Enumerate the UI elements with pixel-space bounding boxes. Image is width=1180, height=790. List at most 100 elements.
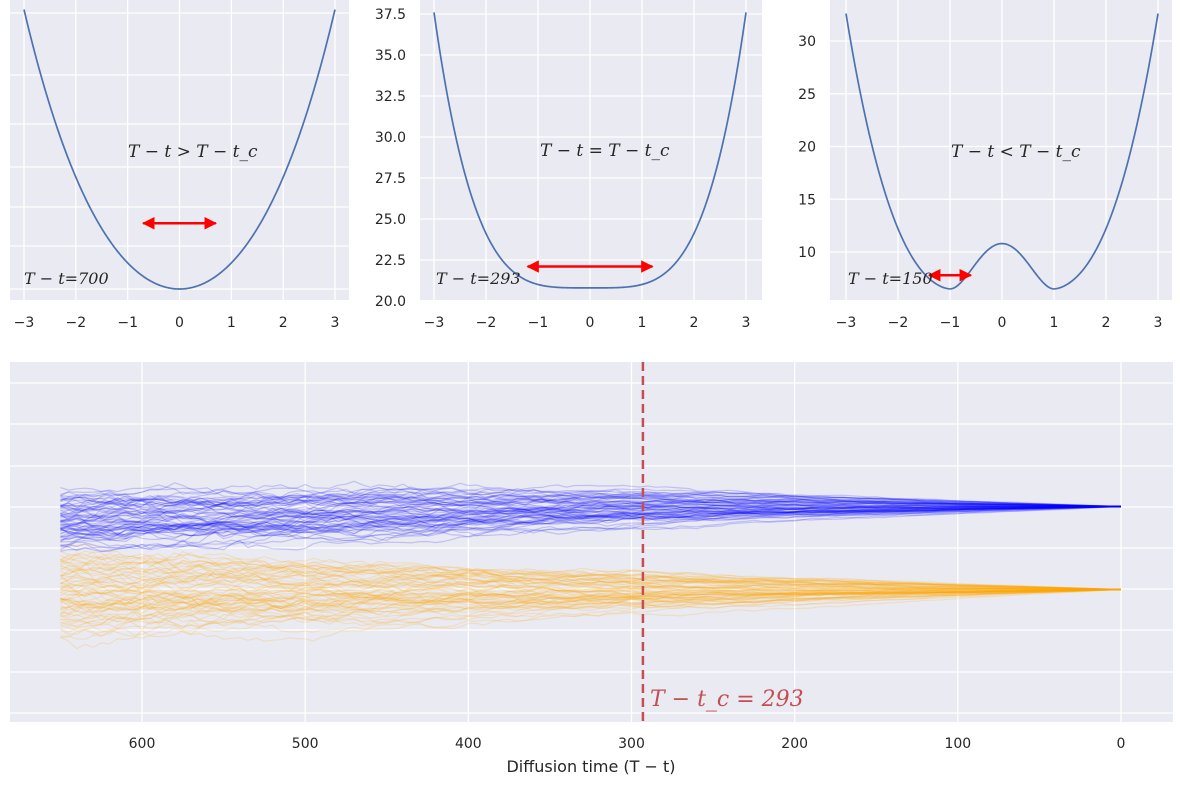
x-tick-label: −3	[836, 315, 857, 331]
trajectory-path	[60, 505, 1121, 525]
trajectory-path	[60, 505, 1122, 532]
trajectory-path	[60, 584, 1121, 602]
trajectory-path	[60, 494, 1122, 514]
trajectory-path	[60, 505, 1122, 537]
trajectory-path	[60, 573, 1122, 591]
x-tick-label: −3	[14, 315, 35, 331]
trajectory-path	[60, 581, 1121, 605]
trajectory-path	[60, 505, 1122, 553]
trajectory-path	[60, 572, 1122, 591]
trajectory-path	[60, 499, 1122, 519]
trajectory-path	[60, 588, 1122, 608]
trajectory-path	[59, 588, 1122, 621]
trajectory-path	[60, 502, 1121, 525]
trajectory-path	[60, 505, 1122, 532]
trajectory-path	[60, 500, 1122, 515]
time-annotation-1: T − t=700	[24, 269, 109, 288]
trajectory-path	[60, 504, 1121, 532]
trajectory-path	[60, 505, 1122, 527]
trajectory-path	[60, 588, 1122, 613]
trajectory-path	[60, 505, 1122, 543]
trajectory-path	[60, 588, 1122, 633]
trajectory-path	[60, 564, 1122, 591]
trajectory-path	[60, 588, 1122, 615]
trajectory-path	[60, 505, 1122, 538]
x-tick-label: 2	[1102, 315, 1111, 331]
trajectory-path	[60, 552, 1122, 591]
trajectory-path	[60, 487, 1122, 508]
x-tick-label: 0	[998, 315, 1007, 331]
trajectory-path	[60, 587, 1122, 611]
trajectory-path	[60, 588, 1122, 609]
trajectory-path	[60, 505, 1122, 535]
y-tick-label: 20	[798, 140, 816, 156]
x-tick-label: 3	[742, 315, 751, 331]
trajectory-path	[60, 505, 1122, 542]
x-tick-label: −2	[66, 315, 87, 331]
regime-annotation-1: T − t > T − t_c	[128, 142, 258, 162]
trajectory-path	[60, 505, 1122, 551]
trajectory-path	[60, 543, 1122, 591]
trajectory-path	[60, 554, 1122, 591]
x-tick-label: 2	[279, 315, 288, 331]
trajectory-path	[60, 588, 1122, 628]
trajectory-path	[60, 505, 1122, 543]
trajectory-path	[60, 582, 1121, 600]
trajectory-path	[59, 564, 1122, 591]
y-tick-label: 10	[798, 245, 816, 261]
trajectory-path	[60, 569, 1122, 591]
trajectory-path	[60, 588, 1122, 616]
trajectory-path	[60, 588, 1122, 627]
trajectory-path	[60, 505, 1122, 537]
trajectory-path	[60, 585, 1121, 602]
y-tick-label: 27.5	[375, 171, 406, 187]
trajectory-path	[60, 491, 1122, 508]
trajectory-path	[60, 582, 1121, 602]
trajectory-path	[60, 588, 1122, 613]
x-tick-label: 100	[944, 736, 971, 752]
x-tick-label: 400	[455, 736, 482, 752]
trajectory-path	[60, 493, 1122, 510]
y-ticks-3: 10 15 20 25 30	[798, 34, 816, 261]
trajectory-path	[60, 505, 1122, 535]
y-tick-label: 37.5	[375, 7, 406, 23]
trajectory-path	[60, 503, 1121, 522]
trajectory-path	[60, 560, 1122, 591]
y-tick-label: 35.0	[375, 48, 406, 64]
plot-area-3	[830, 0, 1172, 300]
trajectory-path	[60, 588, 1122, 639]
trajectory-path	[60, 588, 1122, 611]
trajectory-path	[60, 495, 1122, 517]
trajectory-path	[60, 588, 1122, 613]
trajectory-path	[60, 588, 1122, 638]
trajectory-path	[60, 550, 1122, 591]
trajectory-path	[60, 500, 1121, 523]
trajectory-path	[60, 505, 1122, 531]
trajectory-path	[60, 505, 1122, 538]
trajectory-path	[60, 502, 1121, 522]
trajectory-path	[60, 564, 1122, 591]
x-tick-label: −3	[424, 315, 445, 331]
trajectory-path	[60, 504, 1121, 525]
trajectory-path	[60, 555, 1122, 591]
trajectory-path	[59, 568, 1122, 596]
x-ticks-2: −3 −2 −1 0 1 2 3	[424, 315, 751, 331]
trajectory-path	[60, 505, 1122, 538]
x-ticks-3: −3 −2 −1 0 1 2 3	[836, 315, 1163, 331]
trajectory-path	[60, 583, 1122, 613]
y-tick-label: 25	[798, 87, 816, 103]
trajectory-path	[60, 588, 1122, 621]
trajectory-path	[60, 505, 1122, 552]
y-tick-label: 30.0	[375, 130, 406, 146]
trajectory-path	[60, 505, 1122, 550]
trajectory-path	[60, 505, 1122, 528]
trajectory-path	[60, 588, 1122, 650]
trajectory-path	[60, 505, 1122, 538]
trajectory-path	[60, 588, 1122, 640]
trajectory-path	[60, 504, 1121, 527]
x-tick-label: 0	[586, 315, 595, 331]
x-tick-label: 3	[1154, 315, 1163, 331]
regime-annotation-3: T − t < T − t_c	[951, 142, 1081, 162]
trajectory-path	[60, 579, 1121, 593]
